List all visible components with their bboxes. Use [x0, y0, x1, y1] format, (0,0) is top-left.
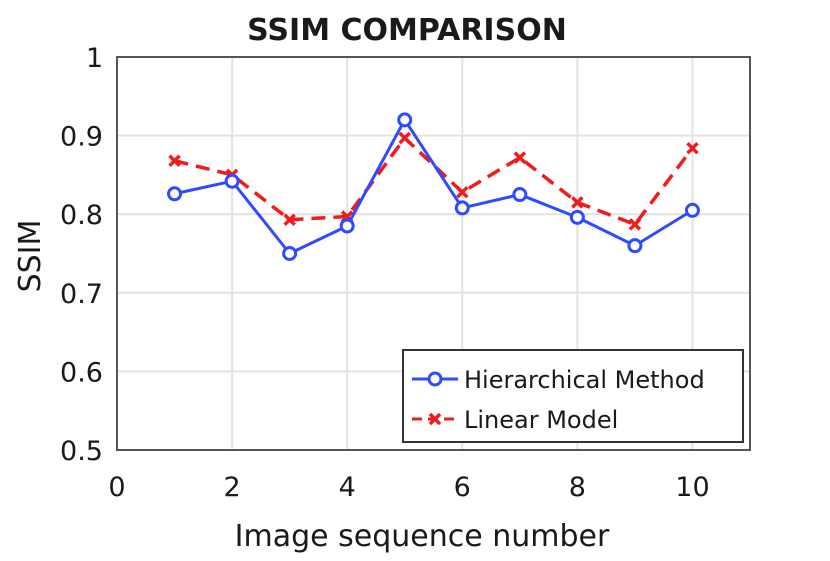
series-line-hierarchical-method	[174, 118, 694, 255]
legend-entry-hierarchical-method: Hierarchical Method	[412, 366, 705, 394]
data-point-hierarchical-method	[167, 186, 183, 202]
y-tick-label: 1	[86, 43, 103, 74]
data-point-hierarchical-method	[454, 200, 470, 216]
series	[167, 112, 700, 261]
data-point-linear-model-stroke	[456, 185, 469, 199]
data-point-linear-model-stroke	[571, 196, 584, 209]
data-point-linear-model	[571, 196, 584, 209]
y-tick-label: 0.6	[60, 357, 103, 388]
data-point-linear-model-stroke	[168, 154, 181, 167]
data-point-linear-model-stroke	[398, 131, 411, 145]
y-tick-label: 0.5	[60, 436, 103, 467]
y-axis-label: SSIM	[13, 220, 48, 293]
data-point-hierarchical-method	[684, 202, 700, 218]
legend-label: Hierarchical Method	[464, 366, 705, 394]
chart-title: SSIM COMPARISON	[247, 13, 567, 48]
legend-entry-linear-model: Linear Model	[412, 406, 618, 434]
plot-frame	[116, 56, 751, 451]
data-point-linear-model	[283, 213, 296, 226]
series-linear-model	[168, 131, 699, 231]
legend-label: Linear Model	[464, 406, 618, 434]
x-tick-label: 4	[339, 472, 356, 503]
data-point-hierarchical-method	[627, 238, 643, 254]
data-point-linear-model	[628, 218, 642, 231]
data-point-linear-model	[513, 151, 527, 164]
x-axis-label: Image sequence number	[235, 519, 610, 554]
data-point-linear-model-stroke	[628, 218, 642, 231]
data-point-hierarchical-method	[339, 218, 355, 234]
x-tick-label: 2	[223, 472, 240, 503]
data-point-hierarchical-method	[569, 209, 585, 225]
data-point-linear-model	[456, 185, 469, 199]
data-point-hierarchical-method	[512, 187, 528, 203]
data-point-linear-model-stroke	[686, 141, 699, 155]
legend: Hierarchical Method Linear Model	[402, 349, 744, 443]
data-point-hierarchical-method	[282, 246, 298, 261]
legend-marker	[428, 412, 442, 426]
legend-box	[402, 349, 744, 443]
y-tick-label: 0.8	[60, 200, 103, 231]
y-tick-label: 0.7	[60, 279, 103, 310]
ticks: 0 2 4 6 8 10 0.5 0.6 0.7 0.8 0.9 1	[60, 43, 710, 503]
data-point-linear-model	[686, 141, 699, 155]
x-tick-label: 8	[569, 472, 586, 503]
x-tick-label: 10	[675, 472, 709, 503]
x-tick-label: 0	[108, 472, 125, 503]
series-line-linear-model	[174, 136, 694, 227]
legend-marker	[427, 371, 443, 387]
data-point-linear-model	[168, 154, 181, 167]
series-hierarchical-method	[167, 112, 700, 261]
data-point-hierarchical-method	[224, 173, 240, 189]
y-tick-label: 0.9	[60, 122, 103, 153]
data-point-linear-model	[398, 131, 411, 145]
x-tick-label: 6	[454, 472, 471, 503]
legend-marker-stroke	[428, 412, 442, 426]
legend-entries: Hierarchical Method Linear Model	[412, 366, 705, 434]
data-point-linear-model-stroke	[513, 151, 527, 164]
data-point-linear-model-stroke	[283, 213, 296, 226]
data-point-hierarchical-method	[397, 112, 413, 128]
